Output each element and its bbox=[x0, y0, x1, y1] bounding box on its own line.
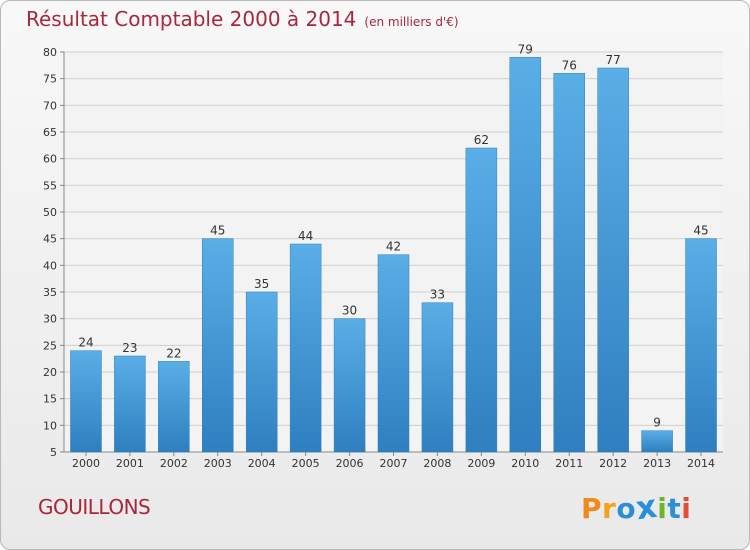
logo-letter: t bbox=[667, 492, 682, 525]
x-tick-label: 2014 bbox=[687, 457, 715, 470]
y-tick-label: 25 bbox=[43, 339, 57, 352]
y-tick-label: 20 bbox=[43, 366, 57, 379]
y-tick-label: 70 bbox=[43, 99, 57, 112]
x-tick-label: 2002 bbox=[160, 457, 188, 470]
y-tick-label: 65 bbox=[43, 126, 57, 139]
bar-2005 bbox=[289, 243, 322, 453]
logo-letter: i bbox=[657, 492, 668, 525]
proxiti-logo: Proxiti bbox=[581, 486, 692, 528]
bar-value-label: 24 bbox=[78, 336, 93, 350]
bar-value-label: 35 bbox=[254, 277, 269, 291]
y-tick-label: 45 bbox=[43, 233, 57, 246]
bar-value-label: 76 bbox=[562, 58, 577, 72]
x-tick-label: 2010 bbox=[511, 457, 539, 470]
x-tick-label: 2013 bbox=[643, 457, 671, 470]
bar-value-label: 22 bbox=[166, 346, 181, 360]
x-tick-label: 2008 bbox=[423, 457, 451, 470]
bar-value-label: 44 bbox=[298, 229, 313, 243]
logo-letter: x bbox=[633, 486, 660, 528]
x-tick-label: 2011 bbox=[555, 457, 583, 470]
logo-letter: o bbox=[616, 492, 637, 525]
bar-value-label: 77 bbox=[606, 53, 621, 67]
bar-2000 bbox=[70, 350, 102, 453]
y-tick-label: 40 bbox=[43, 259, 57, 272]
bar-2014 bbox=[685, 238, 717, 453]
x-tick-label: 2003 bbox=[204, 457, 232, 470]
y-tick-label: 75 bbox=[43, 73, 57, 86]
chart-title-text: Résultat Comptable 2000 à 2014 bbox=[26, 7, 357, 31]
logo-letter: r bbox=[602, 492, 617, 525]
bar-value-label: 79 bbox=[518, 42, 533, 56]
chart-title: Résultat Comptable 2000 à 2014 (en millie… bbox=[26, 7, 459, 31]
x-tick-label: 2009 bbox=[467, 457, 495, 470]
bar-2012 bbox=[597, 67, 629, 453]
bar-2001 bbox=[114, 355, 146, 453]
bar-value-label: 45 bbox=[693, 224, 708, 238]
bar-value-label: 9 bbox=[653, 416, 661, 430]
commune-label: GOUILLONS bbox=[38, 495, 151, 519]
bar-value-label: 45 bbox=[210, 224, 225, 238]
x-tick-label: 2007 bbox=[380, 457, 408, 470]
y-tick-label: 55 bbox=[43, 179, 57, 192]
bar-value-label: 23 bbox=[122, 341, 137, 355]
bar-2013 bbox=[641, 430, 673, 453]
y-tick-label: 60 bbox=[43, 153, 57, 166]
bar-value-label: 42 bbox=[386, 240, 401, 254]
bar-value-label: 33 bbox=[430, 288, 445, 302]
bar-2011 bbox=[553, 73, 585, 453]
x-tick-label: 2004 bbox=[248, 457, 276, 470]
bar-2002 bbox=[158, 361, 190, 453]
bar-2003 bbox=[202, 238, 234, 453]
bar-2009 bbox=[465, 147, 498, 453]
y-tick-label: 5 bbox=[50, 446, 57, 459]
y-tick-label: 15 bbox=[43, 393, 57, 406]
x-tick-label: 2006 bbox=[336, 457, 364, 470]
y-tick-label: 35 bbox=[43, 286, 57, 299]
y-tick-label: 50 bbox=[43, 206, 57, 219]
x-tick-label: 2001 bbox=[116, 457, 144, 470]
bar-2006 bbox=[333, 318, 366, 453]
logo-letter: P bbox=[581, 492, 603, 525]
bar-2010 bbox=[509, 57, 542, 453]
bar-2004 bbox=[245, 291, 278, 453]
bar-value-label: 30 bbox=[342, 304, 357, 318]
y-tick-label: 10 bbox=[43, 419, 57, 432]
logo-letter: i bbox=[681, 492, 692, 525]
chart-subtitle: (en milliers d'€) bbox=[364, 15, 459, 29]
y-tick-label: 80 bbox=[43, 46, 57, 59]
x-tick-label: 2012 bbox=[599, 457, 627, 470]
x-tick-label: 2000 bbox=[72, 457, 100, 470]
y-tick-label: 30 bbox=[43, 313, 57, 326]
bar-2007 bbox=[377, 254, 410, 453]
bar-2008 bbox=[421, 302, 454, 453]
bar-value-label: 62 bbox=[474, 133, 489, 147]
x-tick-label: 2005 bbox=[292, 457, 320, 470]
